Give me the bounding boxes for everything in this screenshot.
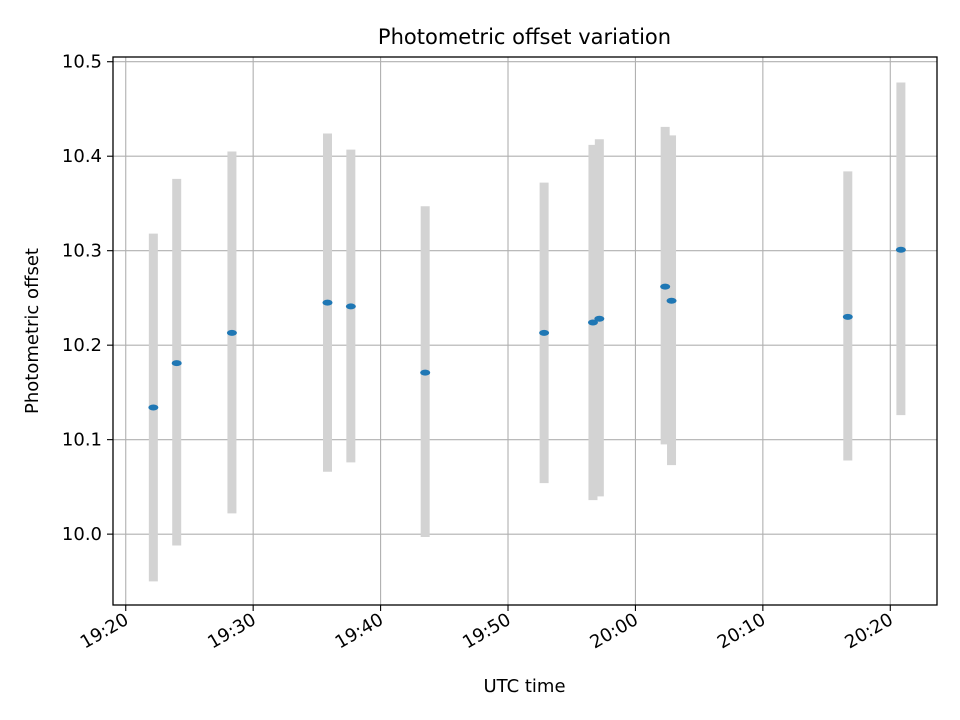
y-axis-title: Photometric offset [22,248,43,414]
y-tick-label: 10.3 [62,241,102,262]
y-axis-ticks: 10.0 10.1 10.2 10.3 10.4 10.5 [62,52,113,545]
data-point [660,283,671,290]
data-point [895,246,906,253]
data-points [148,246,906,411]
data-point [842,313,853,320]
y-tick-label: 10.4 [62,146,102,167]
y-tick-label: 10.1 [62,430,102,451]
data-point [666,297,677,304]
data-point [594,315,605,322]
data-point [171,360,182,367]
data-point [539,329,550,336]
data-point [420,369,431,376]
x-axis-title: UTC time [483,676,565,697]
data-point [226,329,237,336]
y-tick-label: 10.2 [62,335,102,356]
data-point [587,319,598,326]
chart-title: Photometric offset variation [378,25,671,49]
grid [113,57,937,605]
data-point [345,303,356,310]
data-point [322,299,333,306]
plot-frame [112,56,938,606]
y-tick-label: 10.0 [62,524,102,545]
y-tick-label: 10.5 [62,52,102,73]
data-point [148,404,159,411]
